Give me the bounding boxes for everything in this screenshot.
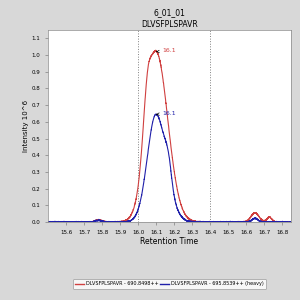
Title: 6_01_01
DLVSFPLSPAVR: 6_01_01 DLVSFPLSPAVR: [141, 8, 198, 29]
Legend: DLVSFPLSPAVR - 690.8498++, DLVSFPLSPAVR - 695.8539++ (heavy): DLVSFPLSPAVR - 690.8498++, DLVSFPLSPAVR …: [73, 279, 266, 289]
X-axis label: Retention Time: Retention Time: [140, 237, 199, 246]
Text: 16.1: 16.1: [157, 111, 176, 116]
Text: 16.1: 16.1: [157, 48, 176, 53]
Y-axis label: Intensity 10^6: Intensity 10^6: [23, 100, 29, 152]
